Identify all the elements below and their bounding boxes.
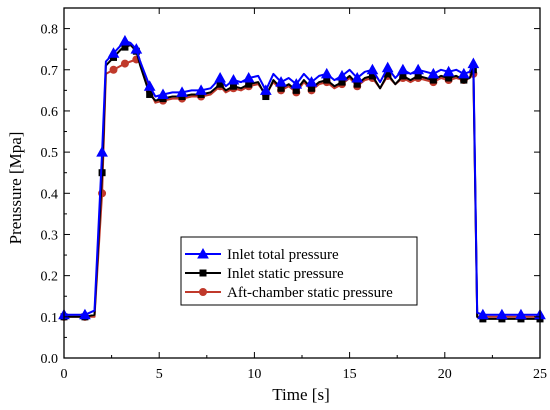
data-point [457,67,470,79]
data-point [515,308,527,320]
data-point [259,84,272,95]
data-point [496,308,508,320]
data-point [277,84,285,92]
legend-marker-inlet-static [199,269,207,277]
data-point [121,43,129,51]
y-tick-label: 0.6 [41,105,59,120]
legend-marker-aft-chamber [199,288,207,296]
data-point [214,71,226,83]
axis-layer: 0 5 10 15 20 25 0.0 0.1 0.2 0.3 0.4 0.5 0.6 0.7 0.8 [41,8,547,382]
x-tick-label: 25 [533,367,547,382]
data-point [143,80,156,91]
data-point [323,76,331,84]
y-tick-label: 0.8 [41,23,59,38]
data-point [442,65,455,77]
x-tick-label: 20 [438,367,452,382]
data-point [414,72,422,80]
series-layer [58,34,546,323]
data-point [229,82,237,90]
data-point [107,47,120,58]
y-tick-label: 0.7 [41,64,59,79]
data-point [397,63,409,75]
data-point [412,63,424,75]
series-0 [58,34,546,320]
data-point [79,308,91,320]
legend-label-inlet-static: Inlet static pressure [227,266,344,282]
data-point [109,65,118,74]
data-point [460,76,468,84]
data-point [195,84,207,95]
data-point [338,78,346,86]
data-point [292,86,300,94]
data-point [176,86,188,97]
data-point [245,80,253,88]
y-tick-label: 0.4 [41,187,59,202]
data-point [216,80,224,88]
data-point [320,67,333,79]
data-point [290,78,303,89]
legend-marker-inlet-total [197,247,209,259]
legend-box [180,236,418,306]
data-point [120,59,129,68]
data-point [381,61,394,73]
data-point [477,308,489,320]
x-tick-label: 10 [247,367,261,382]
y-tick-label: 0.0 [41,352,59,367]
x-tick-label: 5 [156,367,163,382]
data-point [399,72,407,80]
data-point [227,74,240,85]
legend-marker-shape [199,269,207,277]
data-point [467,57,480,69]
data-point [262,93,270,101]
data-point [305,76,318,87]
data-point [146,90,154,98]
data-point [368,72,376,80]
data-point [130,43,143,54]
data-point [427,67,440,79]
data-point [384,70,392,78]
data-point [119,34,131,46]
y-tick-label: 0.2 [41,270,59,285]
data-point [429,76,437,84]
legend: Inlet total pressure Inlet static pressu… [180,236,418,306]
data-point [242,71,255,83]
data-point [275,76,287,87]
x-tick-label: 0 [61,367,68,382]
legend-label-aft-chamber: Aft-chamber static pressure [227,285,393,301]
data-point [445,74,453,82]
data-point [366,63,379,75]
data-point [308,84,316,92]
data-point [351,71,364,83]
x-axis-title: Time [s] [272,385,329,404]
data-point [336,69,348,81]
legend-label-inlet-total: Inlet total pressure [227,247,339,263]
legend-marker-shape [197,247,209,259]
y-tick-label: 0.1 [41,311,59,326]
y-tick-label: 0.5 [41,146,59,161]
data-point [96,146,108,157]
x-tick-label: 15 [343,367,357,382]
data-point [353,80,361,88]
data-point [157,88,169,99]
y-axis-title: Preussure [Mpa] [6,132,25,245]
y-tick-label: 0.3 [41,228,59,243]
legend-marker-shape [199,288,207,296]
